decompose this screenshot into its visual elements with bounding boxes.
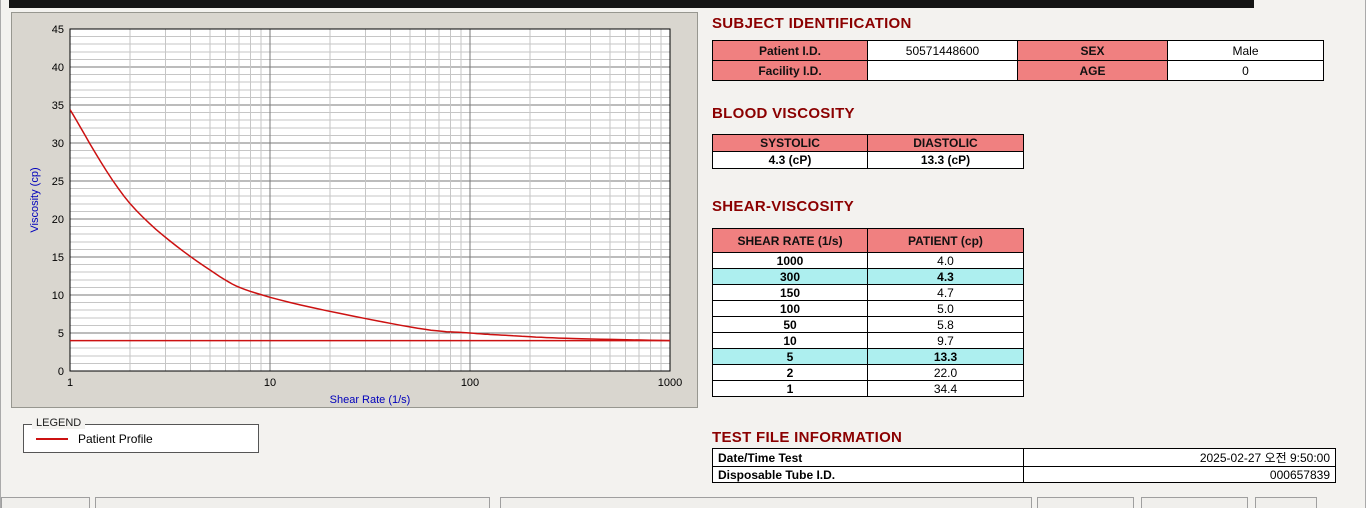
shear-row: 1000 4.0 bbox=[712, 252, 1024, 269]
x-tick-label: 1000 bbox=[658, 377, 682, 389]
patient-viscosity: 13.3 bbox=[867, 348, 1024, 365]
field-value: 0 bbox=[1167, 60, 1324, 81]
viscosity-value: 4.3 (cP) bbox=[712, 151, 868, 169]
field-label: SEX bbox=[1017, 40, 1168, 61]
shear-rate: 10 bbox=[712, 332, 868, 349]
blood-value-row: 4.3 (cP) 13.3 (cP) bbox=[712, 151, 1024, 169]
grid bbox=[69, 28, 671, 372]
top-bar bbox=[9, 0, 1254, 8]
subject-identification-title: SUBJECT IDENTIFICATION bbox=[712, 15, 912, 32]
field-value bbox=[867, 60, 1018, 81]
shear-row: 300 4.3 bbox=[712, 268, 1024, 285]
patient-viscosity: 34.4 bbox=[867, 380, 1024, 397]
shear-row: 100 5.0 bbox=[712, 300, 1024, 317]
patient-viscosity: 5.8 bbox=[867, 316, 1024, 333]
test-file-information-title: TEST FILE INFORMATION bbox=[712, 429, 903, 446]
patient-viscosity: 4.3 bbox=[867, 268, 1024, 285]
column-header: SHEAR RATE (1/s) bbox=[712, 228, 868, 253]
shear-rate: 300 bbox=[712, 268, 868, 285]
legend-entry-label: Patient Profile bbox=[78, 432, 153, 446]
field-label: AGE bbox=[1017, 60, 1168, 81]
subject-identification-table: Patient I.D. 50571448600 SEX Male Facility I… bbox=[712, 40, 1324, 81]
shear-rate: 5 bbox=[712, 348, 868, 365]
y-tick-label: 20 bbox=[52, 214, 64, 226]
viscosity-chart: 0 5 10 15 20 25 30 35 40 45 1 10 100 1000 Shear Rate (… bbox=[12, 13, 697, 407]
y-tick-label: 40 bbox=[52, 62, 64, 74]
shear-rate: 50 bbox=[712, 316, 868, 333]
shear-row: 5 13.3 bbox=[712, 348, 1024, 365]
patient-viscosity: 9.7 bbox=[867, 332, 1024, 349]
bottom-cutoff-panel-1[interactable] bbox=[1, 497, 90, 508]
series-group bbox=[70, 109, 670, 342]
x-tick-label: 10 bbox=[264, 377, 276, 389]
test-file-row: Date/Time Test 2025-02-27 오전 9:50:00 bbox=[712, 448, 1336, 467]
field-value: Male bbox=[1167, 40, 1324, 61]
column-header: SYSTOLIC bbox=[712, 134, 868, 152]
patient-viscosity: 4.7 bbox=[867, 284, 1024, 301]
field-value: 2025-02-27 오전 9:50:00 bbox=[1023, 448, 1336, 467]
chart-legend: LEGEND Patient Profile bbox=[23, 417, 259, 453]
axis-labels: 0 5 10 15 20 25 30 35 40 45 1 10 100 1000 Shear Rate (… bbox=[29, 24, 682, 406]
x-tick-label: 100 bbox=[461, 377, 479, 389]
bottom-cutoff-panel-3[interactable] bbox=[500, 497, 1032, 508]
shear-row: 150 4.7 bbox=[712, 284, 1024, 301]
column-header: PATIENT (cp) bbox=[867, 228, 1024, 253]
shear-rate: 150 bbox=[712, 284, 868, 301]
shear-row: 2 22.0 bbox=[712, 364, 1024, 381]
shear-row: 10 9.7 bbox=[712, 332, 1024, 349]
x-axis-title: Shear Rate (1/s) bbox=[330, 394, 411, 406]
shear-row: 1 34.4 bbox=[712, 380, 1024, 397]
patient-viscosity: 22.0 bbox=[867, 364, 1024, 381]
blood-viscosity-table: SYSTOLIC DIASTOLIC 4.3 (cP) 13.3 (cP) bbox=[712, 134, 1024, 169]
y-tick-label: 0 bbox=[58, 366, 64, 378]
field-value: 50571448600 bbox=[867, 40, 1018, 61]
shear-rate: 1 bbox=[712, 380, 868, 397]
patient-viscosity: 4.0 bbox=[867, 252, 1024, 269]
y-tick-label: 15 bbox=[52, 252, 64, 264]
bottom-cutoff-panel-4[interactable] bbox=[1037, 497, 1134, 508]
legend-line-sample bbox=[36, 438, 68, 440]
patient-viscosity: 5.0 bbox=[867, 300, 1024, 317]
y-tick-label: 45 bbox=[52, 24, 64, 36]
field-label: Patient I.D. bbox=[712, 40, 868, 61]
column-header: DIASTOLIC bbox=[867, 134, 1024, 152]
y-tick-label: 35 bbox=[52, 100, 64, 112]
shear-header-row: SHEAR RATE (1/s) PATIENT (cp) bbox=[712, 228, 1024, 253]
y-axis-title: Viscosity (cp) bbox=[29, 167, 41, 232]
chart-panel: 0 5 10 15 20 25 30 35 40 45 1 10 100 1000 Shear Rate (… bbox=[11, 12, 698, 408]
subject-row: Facility I.D. AGE 0 bbox=[712, 60, 1324, 81]
shear-viscosity-table: SHEAR RATE (1/s) PATIENT (cp) 1000 4.0 300 4.… bbox=[712, 228, 1024, 397]
legend-caption: LEGEND bbox=[32, 417, 86, 429]
shear-rate: 1000 bbox=[712, 252, 868, 269]
shear-rate: 2 bbox=[712, 364, 868, 381]
bottom-cutoff-panel-2[interactable] bbox=[95, 497, 490, 508]
field-value: 000657839 bbox=[1023, 466, 1336, 483]
test-file-row: Disposable Tube I.D. 000657839 bbox=[712, 466, 1336, 483]
blood-viscosity-title: BLOOD VISCOSITY bbox=[712, 105, 855, 122]
field-label: Date/Time Test bbox=[712, 448, 1024, 467]
y-tick-label: 30 bbox=[52, 138, 64, 150]
bottom-cutoff-panel-5[interactable] bbox=[1141, 497, 1248, 508]
subject-row: Patient I.D. 50571448600 SEX Male bbox=[712, 40, 1324, 61]
plot-area bbox=[70, 29, 670, 371]
y-tick-label: 25 bbox=[52, 176, 64, 188]
blood-header-row: SYSTOLIC DIASTOLIC bbox=[712, 134, 1024, 152]
shear-rate: 100 bbox=[712, 300, 868, 317]
shear-row: 50 5.8 bbox=[712, 316, 1024, 333]
field-label: Facility I.D. bbox=[712, 60, 868, 81]
x-tick-label: 1 bbox=[67, 377, 73, 389]
series-patient-profile bbox=[70, 109, 670, 342]
field-label: Disposable Tube I.D. bbox=[712, 466, 1024, 483]
viscosity-value: 13.3 (cP) bbox=[867, 151, 1024, 169]
y-tick-label: 5 bbox=[58, 328, 64, 340]
test-file-information-table: Date/Time Test 2025-02-27 오전 9:50:00 Dispo… bbox=[712, 448, 1336, 483]
shear-viscosity-title: SHEAR-VISCOSITY bbox=[712, 198, 855, 215]
bottom-cutoff-panel-6[interactable] bbox=[1255, 497, 1317, 508]
y-tick-label: 10 bbox=[52, 290, 64, 302]
plot-border bbox=[69, 28, 671, 372]
